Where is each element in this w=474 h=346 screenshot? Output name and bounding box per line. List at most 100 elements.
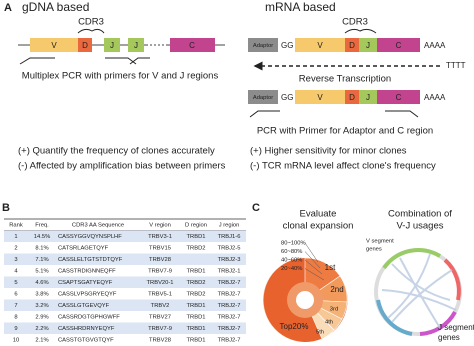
note: (+) Quantify the frequency of clones acc… — [18, 146, 215, 157]
cell: CASSTRDIGNNEQFF — [58, 268, 116, 274]
legend-label: 20~40% — [281, 266, 302, 272]
primer — [249, 110, 280, 118]
cell: TRBD1 — [186, 234, 205, 240]
gg: GG — [281, 41, 293, 50]
header-cell: D region — [185, 222, 207, 228]
adaptor-label: Adaptor — [253, 43, 273, 49]
construct: Adaptor GG V D J C AAAA — [248, 90, 446, 104]
seg-label: J — [134, 41, 138, 50]
cell: TRBV7-9 — [148, 326, 172, 332]
cell: 2.2% — [35, 326, 48, 332]
segment — [128, 38, 144, 52]
cell: TRBV5-1 — [148, 291, 172, 297]
slice-label: 4th — [325, 320, 333, 326]
cell: TRBV2 — [151, 303, 170, 309]
gg: GG — [281, 93, 293, 102]
cell: CASSTGTGVGTQYF — [58, 337, 114, 343]
primer — [19, 57, 55, 65]
construct: Adaptor GG V D J C AAAA — [248, 38, 446, 52]
panel-label: B — [2, 202, 10, 214]
cell: TRBV28 — [149, 257, 171, 263]
segment — [295, 90, 345, 104]
legend-label: 40~60% — [281, 258, 302, 264]
leader — [304, 268, 325, 281]
primer — [129, 57, 150, 65]
segment — [345, 38, 359, 52]
segment — [170, 38, 215, 52]
note: (+) Higher sensitivity for minor clones — [250, 146, 407, 157]
caption: Reverse Transcription — [299, 74, 391, 85]
slice-label: 5th — [316, 330, 324, 336]
primer — [385, 110, 419, 118]
cell: TRBV27 — [149, 314, 171, 320]
cell: TRBD1 — [186, 303, 205, 309]
polya: AAAA — [424, 93, 446, 102]
header-cell: J region — [219, 222, 240, 228]
legend-label: 80~100% — [281, 241, 306, 247]
cell: TRBD1 — [186, 337, 205, 343]
segment — [295, 38, 345, 52]
cell: TRBJ2-7 — [218, 314, 241, 320]
title: clonal expansion — [283, 221, 354, 232]
adaptor-label: Adaptor — [253, 95, 273, 101]
leader — [304, 242, 319, 263]
cell: 5.1% — [35, 268, 48, 274]
header-cell: V region — [149, 222, 171, 228]
row-bg — [4, 276, 246, 288]
panel-label: A — [4, 2, 12, 14]
title: V-J usages — [397, 221, 444, 232]
seg-label: V — [317, 41, 323, 50]
segment — [78, 38, 92, 52]
cell: TRBD2 — [186, 280, 205, 286]
cell: 7 — [14, 303, 17, 309]
cell: 8.1% — [35, 245, 48, 251]
slice-label: 1st — [325, 263, 336, 272]
cell: 4 — [14, 268, 18, 274]
segment — [104, 38, 120, 52]
cell: CASSRDGTGPHGWFF — [58, 314, 120, 320]
header-cell: Rank — [9, 222, 23, 228]
cell: TRBD1 — [186, 314, 205, 320]
title: mRNA based — [265, 0, 336, 14]
cell: TRBV7-9 — [148, 268, 172, 274]
cell: TRBJ2-7 — [218, 337, 241, 343]
j-label: J segment — [438, 323, 474, 332]
chord — [374, 248, 462, 336]
seg-label: C — [189, 41, 195, 50]
cell: TRBV20-1 — [146, 280, 173, 286]
seg-label: D — [349, 93, 355, 102]
polya: AAAA — [424, 41, 446, 50]
cell: TRBJ2-1 — [218, 268, 241, 274]
segment — [30, 38, 78, 52]
seg-label: D — [82, 41, 88, 50]
segment — [377, 90, 420, 104]
cell: 8 — [14, 314, 17, 320]
cell: CASSLVPSGRYEQYF — [58, 291, 117, 297]
caption: Multiplex PCR with primers for V and J r… — [22, 71, 219, 82]
seg-label: C — [396, 93, 402, 102]
cell: 6 — [14, 291, 17, 297]
cell: TRBD2 — [186, 291, 205, 297]
cell: CASSLGTGEVQYF — [58, 303, 110, 309]
bracket — [77, 28, 105, 34]
arc — [382, 248, 442, 270]
table: Rank Freq. CDR3 AA Sequence V region D regio… — [4, 218, 246, 343]
cell: 3.2% — [35, 303, 48, 309]
bracket — [344, 28, 377, 34]
title: Combination of — [388, 209, 452, 220]
cell: TRBJ1-6 — [218, 234, 241, 240]
row-bg — [4, 299, 246, 311]
cell: 14.5% — [34, 234, 50, 240]
cell: CASSLELTGTSTDTQYF — [58, 257, 123, 263]
cell: CASSYGGVQYNSPLHF — [58, 234, 122, 240]
title: gDNA based — [22, 0, 89, 14]
cell: TRBJ2-7 — [218, 326, 241, 332]
center-label: Top20% — [280, 322, 309, 331]
row-bg — [4, 230, 246, 242]
header-cell: Freq. — [35, 222, 49, 228]
cell: TRBJ2-3 — [218, 257, 241, 263]
v-label: genes — [366, 247, 382, 253]
arc — [443, 258, 461, 301]
adaptor — [248, 90, 278, 104]
